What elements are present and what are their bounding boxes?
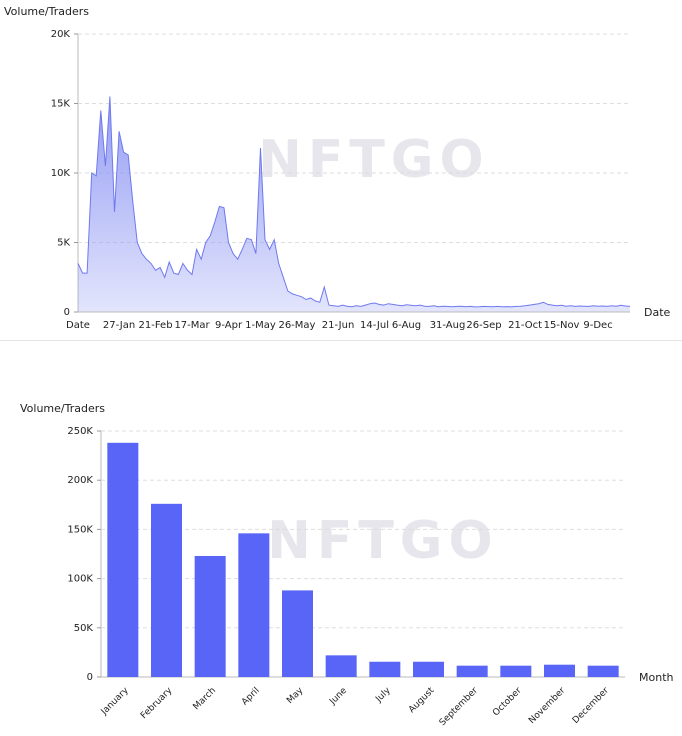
x-axis-label: Month [639, 671, 674, 684]
y-tick-label: 250K [67, 426, 93, 437]
x-tick-label: 21-Oct [508, 320, 542, 331]
x-tick-label: June [327, 685, 349, 707]
bar [544, 664, 575, 677]
x-tick-label: December [571, 686, 611, 726]
bar-chart: NFTGO Volume/Traders Month 0 50K 100K 150K 200K… [20, 402, 674, 728]
x-tick-label: 31-Aug [430, 320, 466, 331]
bar [587, 665, 619, 677]
x-tick-label: 21-Feb [139, 320, 173, 331]
y-tick-label: 50K [74, 623, 94, 634]
bar [194, 555, 226, 677]
x-tick-label: 1-May [245, 320, 276, 331]
x-tick-label: May [285, 685, 306, 706]
x-tick-label: 14-Jul [360, 320, 389, 331]
y-tick-label: 200K [67, 475, 93, 486]
x-tick-label: February [139, 685, 175, 721]
bar [238, 533, 270, 677]
x-tick-label: 26-May [278, 320, 315, 331]
x-tick-label: 9-Apr [215, 320, 243, 331]
x-tick-label: March [192, 686, 218, 712]
bar [282, 590, 313, 677]
y-tick-label: 0 [64, 307, 70, 318]
x-axis-label: Date [644, 306, 671, 319]
x-tick-label: 6-Aug [392, 320, 421, 331]
x-tick-label: 27-Jan [103, 320, 135, 331]
x-tick-label: January [99, 685, 131, 717]
watermark: NFTGO [258, 130, 489, 190]
y-axis-label: Volume/Traders [4, 5, 89, 18]
bar [413, 661, 444, 677]
x-tick-label: 21-Jun [322, 320, 355, 331]
bar [325, 655, 357, 677]
x-tick-label: Date [66, 320, 90, 331]
y-tick-label: 10K [51, 168, 71, 179]
bar [107, 442, 139, 677]
x-tick-label: 17-Mar [174, 320, 210, 331]
y-tick-label: 0 [87, 672, 93, 683]
x-tick-label: August [407, 685, 437, 715]
x-tick-label: September [438, 686, 480, 728]
y-tick-label: 20K [51, 29, 71, 40]
bar [369, 661, 401, 677]
area-chart: NFTGO Volume/Traders Date 0 5K 10K 15K 20K Date 2… [4, 5, 671, 331]
y-tick-label: 5K [57, 238, 70, 249]
bar [500, 665, 532, 677]
y-axis-label: Volume/Traders [20, 402, 105, 415]
area [78, 96, 630, 312]
x-tick-label: April [240, 686, 262, 708]
y-tick-label: 15K [51, 99, 71, 110]
y-tick-label: 100K [67, 574, 93, 585]
watermark: NFTGO [267, 511, 498, 571]
bar [151, 503, 182, 677]
x-tick-label: November [527, 686, 567, 726]
x-tick-label: July [373, 685, 393, 705]
x-tick-label: 9-Dec [583, 320, 612, 331]
line [77, 96, 631, 308]
separator [0, 340, 682, 386]
x-tick-label: October [491, 686, 524, 719]
x-tick-label: 26-Sep [466, 320, 501, 331]
bar [456, 665, 488, 677]
x-tick-label: 15-Nov [544, 320, 580, 331]
y-tick-label: 150K [67, 524, 93, 535]
